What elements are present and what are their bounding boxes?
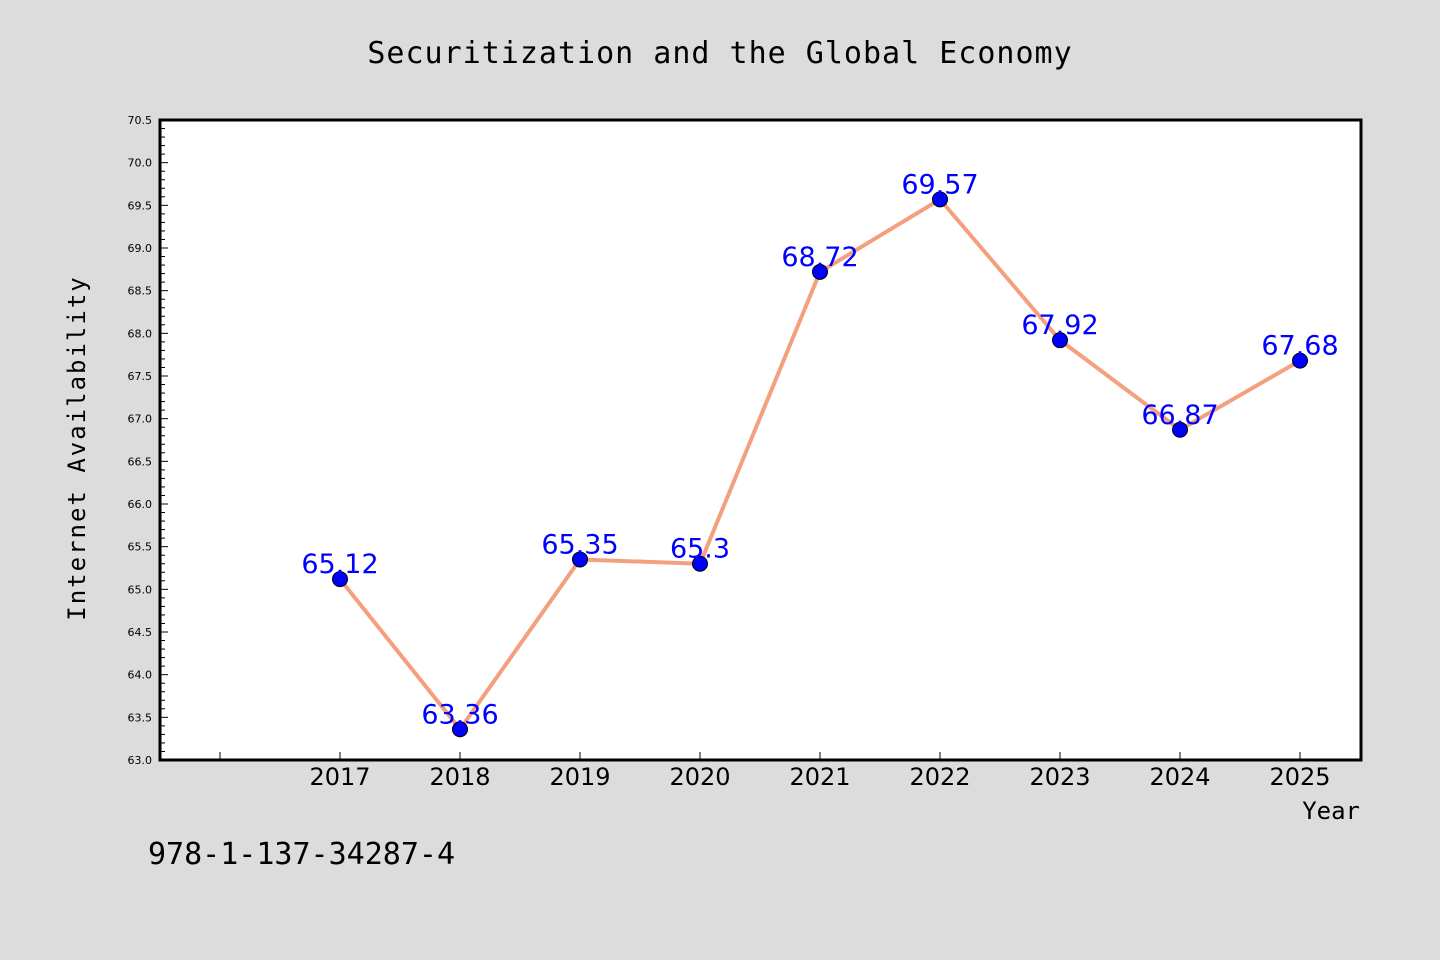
x-axis: 2017 2018 2019 2020 2021 2022 2023 2024 2025 [219, 752, 1331, 791]
x-tick-label: 2024 [1149, 763, 1210, 791]
data-label: 63.36 [421, 699, 498, 730]
y-tick-label: 66.5 [128, 455, 153, 468]
x-tick-label: 2023 [1029, 763, 1090, 791]
y-axis-label: Internet Availability [63, 275, 91, 620]
y-tick-label: 69.5 [128, 199, 153, 212]
plot-frame [158, 118, 1363, 762]
data-label: 67.92 [1021, 310, 1098, 341]
data-point [1052, 332, 1068, 349]
x-tick-label: 2019 [549, 763, 610, 791]
data-point [932, 191, 948, 208]
y-tick-label: 65.5 [128, 541, 153, 554]
y-tick-label: 64.5 [128, 626, 153, 639]
x-tick-label: 2017 [309, 763, 370, 791]
data-label: 65.3 [670, 534, 730, 565]
y-tick-label: 63.5 [128, 711, 153, 724]
y-tick-label: 65.0 [128, 583, 153, 596]
data-label: 67.68 [1261, 331, 1338, 362]
data-label: 66.87 [1141, 400, 1218, 431]
data-label: 65.35 [541, 529, 618, 560]
x-tick-label: 2020 [669, 763, 730, 791]
x-tick-label: 2025 [1269, 763, 1330, 791]
footer-code: 978-1-137-34287-4 [148, 837, 455, 872]
y-tick-label: 68.0 [128, 327, 153, 340]
y-tick-label: 67.5 [128, 370, 153, 383]
chart-title: Securitization and the Global Economy [367, 36, 1072, 71]
data-labels-group: 65.12 63.36 65.35 65.3 68.72 69.57 67.92 66.87 6… [301, 169, 1338, 730]
data-point [1172, 421, 1188, 438]
data-label: 69.57 [901, 169, 978, 200]
y-tick-label: 67.0 [128, 413, 153, 426]
x-tick-label: 2018 [429, 763, 490, 791]
y-tick-label: 69.0 [128, 242, 153, 255]
data-point [572, 551, 588, 568]
data-point [452, 721, 468, 738]
y-tick-label: 70.5 [128, 114, 153, 127]
data-label: 65.12 [301, 549, 378, 580]
x-tick-label: 2021 [789, 763, 850, 791]
y-axis: 63.0 63.5 64.0 64.5 65.0 65.5 66.0 66.5 67.0 67.5… [128, 114, 168, 767]
x-tick-label: 2022 [909, 763, 970, 791]
y-tick-label: 70.0 [128, 157, 153, 170]
y-tick-label: 64.0 [128, 669, 153, 682]
x-axis-label: Year [1302, 797, 1360, 825]
data-point [692, 555, 708, 572]
y-tick-label: 66.0 [128, 498, 153, 511]
y-tick-label: 68.5 [128, 285, 153, 298]
data-point [1292, 352, 1308, 369]
data-point [812, 263, 828, 280]
plot-area [160, 120, 1361, 760]
data-label: 68.72 [781, 242, 858, 273]
y-tick-label: 63.0 [128, 754, 153, 767]
markers-group [332, 191, 1308, 738]
data-point [332, 571, 348, 588]
